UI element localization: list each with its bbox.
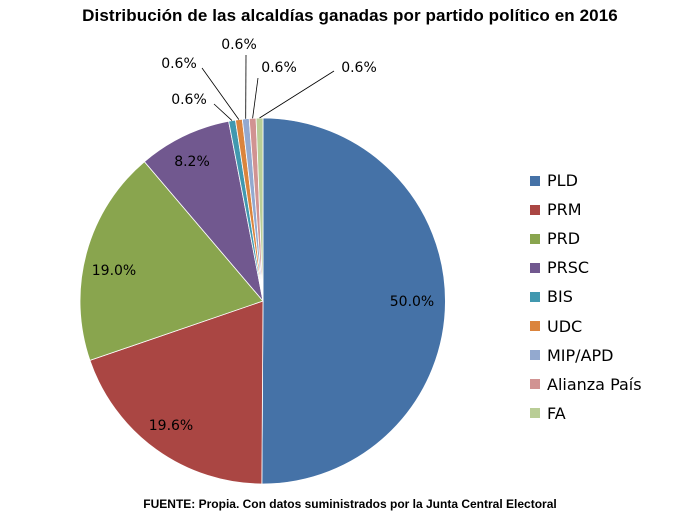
legend-label: FA	[547, 403, 566, 423]
leader-line-fa	[259, 70, 335, 119]
legend-swatch	[530, 233, 540, 244]
legend-swatch	[530, 291, 540, 302]
pie-slice-prsc	[143, 120, 264, 303]
legend-swatch	[530, 321, 540, 332]
data-label-udc: 0.6%	[161, 56, 197, 72]
legend-label: MIP/APD	[547, 345, 614, 365]
legend-label: PRD	[547, 229, 581, 249]
data-label-mip-apd: 0.6%	[221, 37, 257, 53]
legend-item-udc: UDC	[530, 311, 642, 340]
pie-slice-prd	[79, 161, 264, 361]
legend-item-bis: BIS	[530, 282, 642, 311]
legend-item-prd: PRD	[530, 224, 642, 253]
data-label-prsc: 8.2%	[174, 154, 210, 170]
leader-line-alianza-pa-s	[252, 77, 259, 119]
legend-item-pld: PLD	[530, 166, 642, 195]
legend-swatch	[530, 262, 540, 273]
pie-slice-pld	[261, 117, 446, 485]
legend-item-prm: PRM	[530, 195, 642, 224]
legend-label: PRSC	[547, 258, 590, 278]
legend-item-fa: FA	[530, 399, 642, 428]
pie-slice-prm	[89, 300, 264, 485]
legend-label: UDC	[547, 316, 583, 336]
leader-line-bis	[213, 103, 233, 121]
legend-swatch	[530, 175, 540, 186]
data-label-alianza-pa-s: 0.6%	[261, 60, 297, 76]
legend-item-prsc: PRSC	[530, 253, 642, 282]
legend-swatch	[530, 408, 540, 419]
data-label-prd: 19.0%	[92, 263, 136, 279]
legend: PLD PRM PRD PRSC BIS UDC MIP/APD Alianza País FA	[530, 166, 642, 428]
legend-item-alianza-pa-s: Alianza País	[530, 370, 642, 399]
chart-title: Distribución de las alcaldías ganadas po…	[82, 6, 618, 25]
data-label-pld: 50.0%	[390, 294, 434, 310]
chart-source: FUENTE: Propia. Con datos suministrados …	[143, 497, 557, 511]
legend-label: BIS	[547, 287, 573, 307]
legend-label: Alianza País	[547, 374, 642, 394]
legend-swatch	[530, 204, 540, 215]
legend-swatch	[530, 350, 540, 361]
data-label-bis: 0.6%	[171, 92, 207, 108]
data-label-prm: 19.6%	[149, 418, 193, 434]
legend-label: PLD	[547, 171, 578, 191]
legend-item-mip-apd: MIP/APD	[530, 341, 642, 370]
legend-label: PRM	[547, 200, 582, 220]
legend-swatch	[530, 379, 540, 390]
leader-line-udc	[201, 67, 240, 120]
data-label-fa: 0.6%	[341, 60, 377, 76]
